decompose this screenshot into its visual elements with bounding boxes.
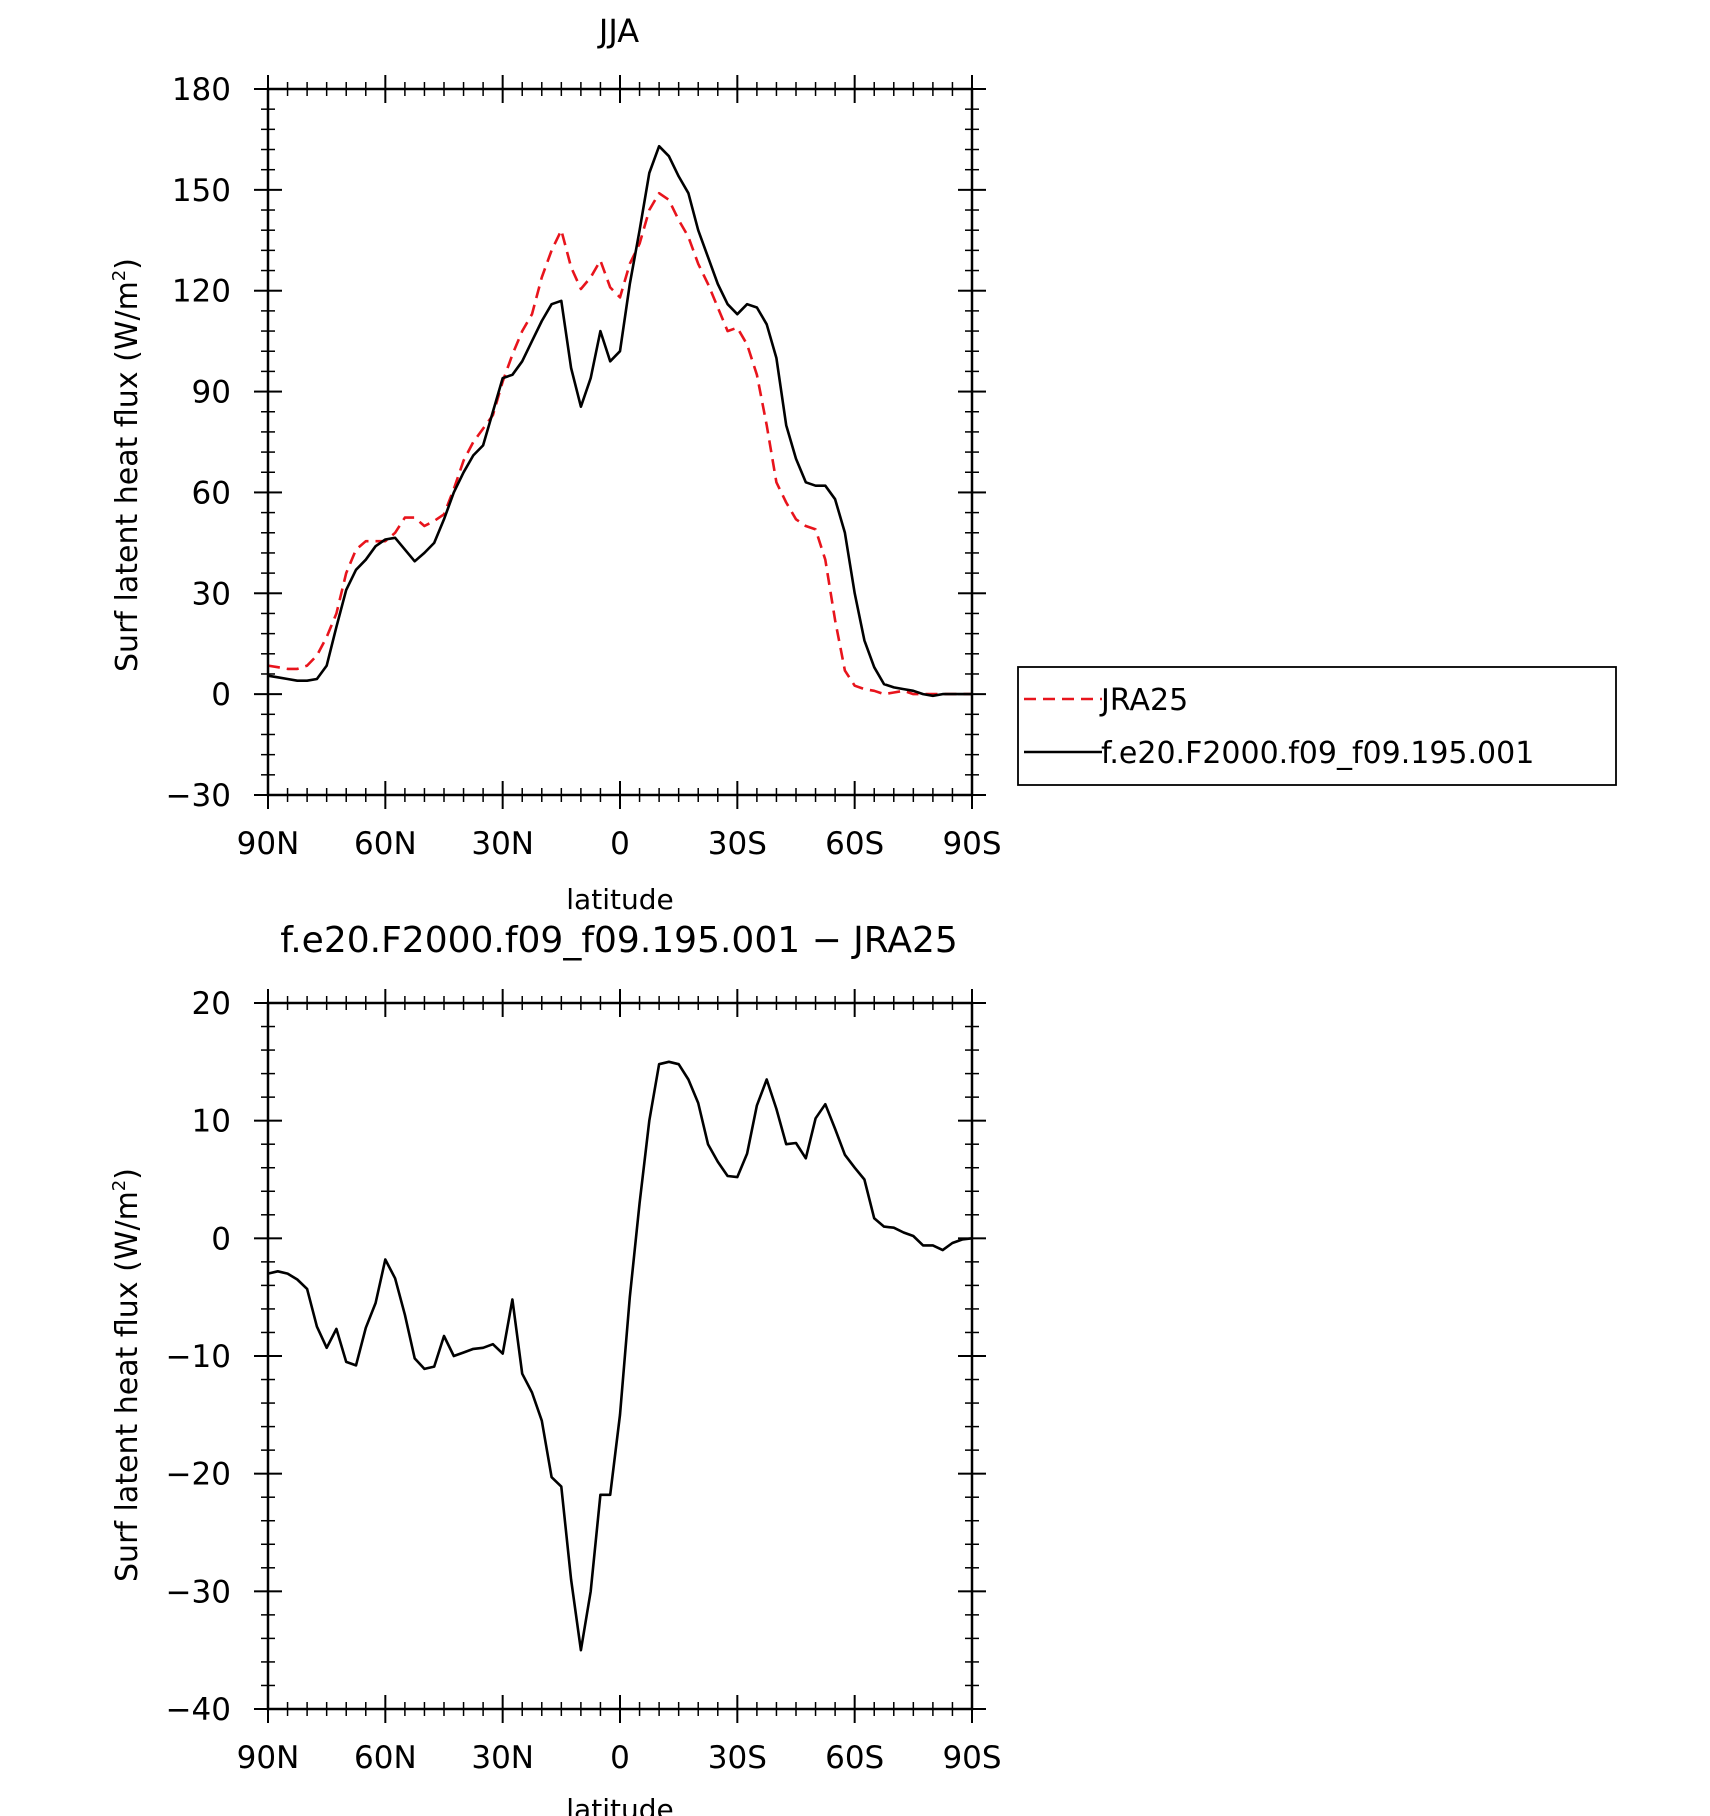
top-y-tick-label: 30 xyxy=(192,576,231,612)
bottom-x-tick-label: 90S xyxy=(942,1740,1001,1776)
top-title: JJA xyxy=(597,12,639,50)
top-axes: 90N 60N 30N 0 30S 60S 90S −30 0 30 60 90 120 150 180 xyxy=(166,72,1002,862)
top-y-tick-label: 60 xyxy=(192,475,231,511)
bottom-x-tick-label: 30S xyxy=(708,1740,767,1776)
legend: JRA25 f.e20.F2000.f09_f09.195.001 xyxy=(1017,666,1617,786)
bottom-x-tick-label: 0 xyxy=(610,1740,630,1776)
legend-box xyxy=(1017,666,1617,786)
bottom-plot-frame xyxy=(266,1001,974,1711)
bottom-y-tick-label: −10 xyxy=(166,1339,231,1375)
top-y-label-end: ) xyxy=(110,258,145,270)
bottom-y-tick-label: 10 xyxy=(192,1104,231,1140)
bottom-y-tick-label: 0 xyxy=(211,1221,231,1257)
top-x-tick-label: 90S xyxy=(942,826,1001,862)
bottom-y-label-main: Surf latent heat flux (W/m xyxy=(110,1191,145,1582)
bottom-x-tick-label: 60N xyxy=(354,1740,417,1776)
top-y-tick-label: 0 xyxy=(211,677,231,713)
legend-label-jra25: JRA25 xyxy=(1099,683,1188,718)
bottom-x-tick-label: 90N xyxy=(237,1740,300,1776)
top-y-label-main: Surf latent heat flux (W/m xyxy=(110,281,145,672)
bottom-panel: f.e20.F2000.f09_f09.195.001 − JRA25 90N 6… xyxy=(109,920,1002,1816)
top-x-tick-label: 30S xyxy=(708,826,767,862)
top-panel: JJA 90N 60N 30N 0 30S 60S 90S −30 0 30 60 90 120 150 1… xyxy=(109,12,1617,916)
bottom-y-axis-label: Surf latent heat flux (W/m2) xyxy=(109,1168,145,1582)
top-y-tick-label: 180 xyxy=(172,72,231,108)
top-x-tick-label: 60N xyxy=(354,826,417,862)
legend-label-model: f.e20.F2000.f09_f09.195.001 xyxy=(1101,736,1534,771)
top-plot-frame xyxy=(266,87,974,797)
bottom-x-tick-label: 60S xyxy=(825,1740,884,1776)
top-y-tick-label: −30 xyxy=(166,778,231,814)
top-y-label-sup: 2 xyxy=(109,270,130,281)
top-y-tick-label: 120 xyxy=(172,274,231,310)
bottom-series-line-difference xyxy=(267,1060,973,1652)
top-y-axis-label: Surf latent heat flux (W/m2) xyxy=(109,258,145,672)
bottom-title: f.e20.F2000.f09_f09.195.001 − JRA25 xyxy=(280,920,958,961)
bottom-x-tick-label: 30N xyxy=(471,1740,534,1776)
bottom-y-tick-label: −30 xyxy=(166,1574,231,1610)
top-y-tick-label: 90 xyxy=(192,375,231,411)
top-x-tick-label: 30N xyxy=(471,826,534,862)
top-x-tick-label: 90N xyxy=(237,826,300,862)
bottom-y-label-sup: 2 xyxy=(109,1180,130,1191)
top-series-line-jra25 xyxy=(267,191,972,696)
top-series-group xyxy=(267,144,972,698)
top-x-tick-label: 0 xyxy=(610,826,630,862)
top-series-line-model xyxy=(267,144,972,698)
bottom-y-tick-label: −20 xyxy=(166,1457,231,1493)
bottom-x-axis-label: latitude xyxy=(566,1793,673,1816)
bottom-y-tick-label: −40 xyxy=(166,1692,231,1728)
top-x-axis-label: latitude xyxy=(566,883,673,916)
bottom-series-group xyxy=(267,1060,973,1652)
bottom-y-tick-label: 20 xyxy=(192,986,231,1022)
bottom-y-label-end: ) xyxy=(110,1168,145,1180)
top-y-tick-label: 150 xyxy=(172,173,231,209)
bottom-axes: 90N 60N 30N 0 30S 60S 90S −40 −30 −20 −10 0 10 20 xyxy=(166,986,1002,1776)
top-x-tick-label: 60S xyxy=(825,826,884,862)
